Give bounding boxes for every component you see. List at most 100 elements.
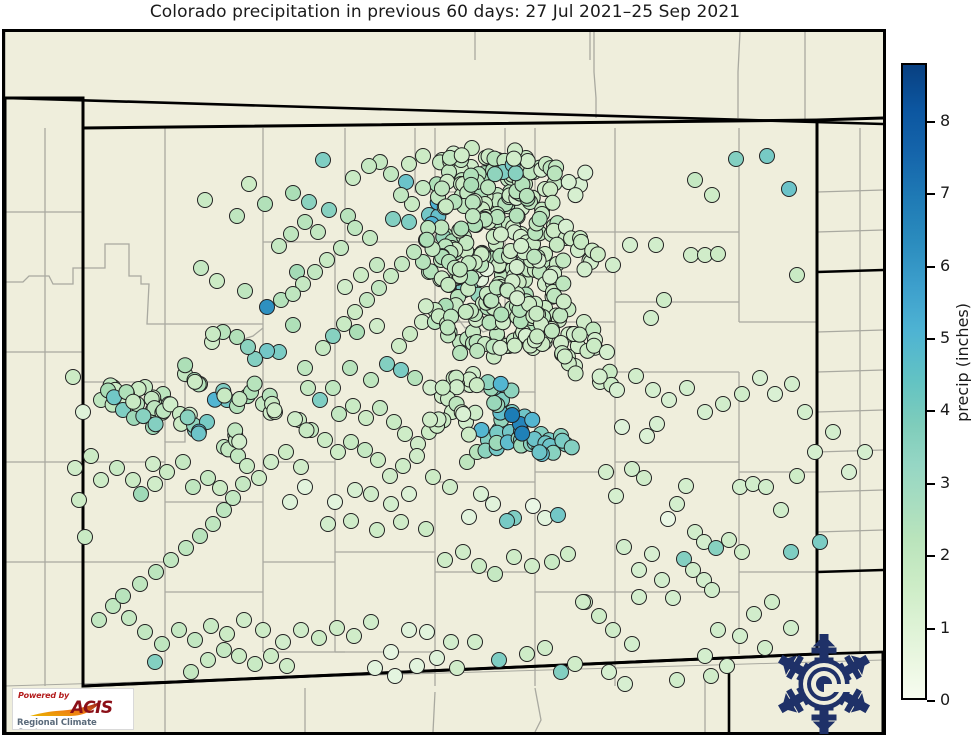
station-point[interactable] bbox=[471, 558, 487, 574]
station-point[interactable] bbox=[486, 166, 503, 183]
station-point[interactable] bbox=[379, 356, 395, 372]
station-point[interactable] bbox=[459, 454, 475, 470]
station-point[interactable] bbox=[347, 482, 363, 498]
map-canvas[interactable] bbox=[2, 29, 886, 735]
station-point[interactable] bbox=[567, 656, 583, 672]
station-point[interactable] bbox=[553, 664, 569, 680]
station-point[interactable] bbox=[469, 342, 486, 359]
station-point[interactable] bbox=[678, 478, 694, 494]
station-point[interactable] bbox=[229, 208, 245, 224]
station-point[interactable] bbox=[212, 480, 228, 496]
station-point[interactable] bbox=[573, 233, 590, 250]
station-point[interactable] bbox=[550, 507, 566, 523]
station-point[interactable] bbox=[401, 622, 417, 638]
station-point[interactable] bbox=[179, 409, 196, 426]
station-point[interactable] bbox=[418, 521, 434, 537]
station-point[interactable] bbox=[537, 640, 553, 656]
station-point[interactable] bbox=[216, 502, 232, 518]
station-point[interactable] bbox=[812, 534, 828, 550]
station-point[interactable] bbox=[669, 496, 685, 512]
station-point[interactable] bbox=[409, 658, 425, 674]
station-point[interactable] bbox=[317, 432, 333, 448]
station-point[interactable] bbox=[732, 479, 748, 495]
station-point[interactable] bbox=[197, 192, 213, 208]
station-point[interactable] bbox=[519, 646, 535, 662]
station-point[interactable] bbox=[404, 196, 420, 212]
station-point[interactable] bbox=[648, 237, 664, 253]
station-point[interactable] bbox=[552, 307, 569, 324]
station-point[interactable] bbox=[480, 179, 497, 196]
station-point[interactable] bbox=[357, 442, 373, 458]
station-point[interactable] bbox=[453, 147, 470, 164]
station-point[interactable] bbox=[457, 303, 474, 320]
station-point[interactable] bbox=[492, 375, 509, 392]
station-point[interactable] bbox=[414, 253, 431, 270]
station-point[interactable] bbox=[83, 448, 99, 464]
station-point[interactable] bbox=[231, 391, 248, 408]
station-point[interactable] bbox=[807, 444, 823, 460]
station-point[interactable] bbox=[643, 310, 659, 326]
station-point[interactable] bbox=[451, 261, 468, 278]
station-point[interactable] bbox=[531, 444, 548, 461]
station-point[interactable] bbox=[298, 422, 315, 439]
station-point[interactable] bbox=[598, 464, 614, 480]
station-point[interactable] bbox=[393, 514, 409, 530]
station-point[interactable] bbox=[320, 516, 336, 532]
station-point[interactable] bbox=[508, 207, 525, 224]
station-point[interactable] bbox=[231, 648, 247, 664]
station-point[interactable] bbox=[162, 396, 179, 413]
station-point[interactable] bbox=[235, 476, 251, 492]
station-point[interactable] bbox=[327, 494, 343, 510]
station-point[interactable] bbox=[654, 572, 670, 588]
station-point[interactable] bbox=[543, 322, 560, 339]
station-point[interactable] bbox=[704, 582, 720, 598]
station-point[interactable] bbox=[295, 276, 311, 292]
station-point[interactable] bbox=[704, 187, 720, 203]
station-point[interactable] bbox=[65, 369, 81, 385]
station-point[interactable] bbox=[759, 148, 775, 164]
station-point[interactable] bbox=[417, 298, 434, 315]
station-point[interactable] bbox=[193, 260, 209, 276]
station-point[interactable] bbox=[259, 343, 275, 359]
station-point[interactable] bbox=[710, 622, 726, 638]
station-point[interactable] bbox=[644, 546, 660, 562]
station-point[interactable] bbox=[434, 379, 451, 396]
station-point[interactable] bbox=[383, 644, 399, 660]
station-point[interactable] bbox=[275, 634, 291, 650]
station-point[interactable] bbox=[187, 632, 203, 648]
station-point[interactable] bbox=[115, 588, 131, 604]
station-point[interactable] bbox=[601, 664, 617, 680]
station-point[interactable] bbox=[343, 434, 359, 450]
station-point[interactable] bbox=[105, 598, 121, 614]
station-point[interactable] bbox=[147, 476, 163, 492]
station-point[interactable] bbox=[437, 552, 453, 568]
station-point[interactable] bbox=[186, 373, 203, 390]
station-point[interactable] bbox=[321, 202, 337, 218]
station-point[interactable] bbox=[473, 486, 489, 502]
station-point[interactable] bbox=[452, 345, 469, 362]
station-point[interactable] bbox=[455, 544, 471, 560]
station-point[interactable] bbox=[205, 516, 221, 532]
station-point[interactable] bbox=[442, 479, 458, 495]
station-point[interactable] bbox=[464, 194, 481, 211]
station-point[interactable] bbox=[732, 628, 748, 644]
station-point[interactable] bbox=[525, 498, 541, 514]
station-point[interactable] bbox=[91, 612, 107, 628]
station-point[interactable] bbox=[429, 650, 445, 666]
station-point[interactable] bbox=[708, 540, 724, 556]
station-point[interactable] bbox=[529, 328, 546, 345]
station-point[interactable] bbox=[183, 664, 199, 680]
station-point[interactable] bbox=[178, 540, 194, 556]
station-point[interactable] bbox=[200, 470, 216, 486]
station-point[interactable] bbox=[697, 648, 713, 664]
station-point[interactable] bbox=[555, 293, 572, 310]
station-point[interactable] bbox=[236, 612, 252, 628]
station-point[interactable] bbox=[307, 264, 323, 280]
station-point[interactable] bbox=[406, 244, 422, 260]
station-point[interactable] bbox=[734, 386, 750, 402]
station-point[interactable] bbox=[257, 196, 273, 212]
station-point[interactable] bbox=[137, 624, 153, 640]
station-point[interactable] bbox=[383, 166, 399, 182]
station-point[interactable] bbox=[192, 528, 208, 544]
station-point[interactable] bbox=[519, 153, 536, 170]
